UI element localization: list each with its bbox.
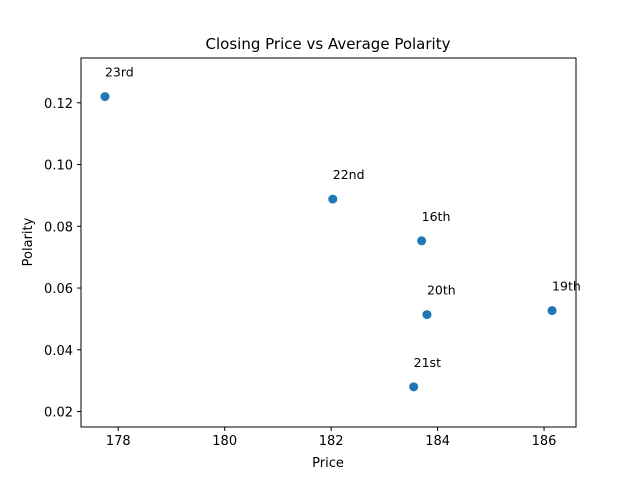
point-annotation: 21st xyxy=(414,355,441,370)
plot-area xyxy=(80,57,577,428)
data-point xyxy=(328,194,338,204)
y-tick-label: 0.04 xyxy=(44,344,73,359)
x-tick-label: 180 xyxy=(212,434,237,449)
data-point xyxy=(100,92,110,102)
y-tick-label: 0.08 xyxy=(44,220,73,235)
x-axis: 178 180 182 184 186 xyxy=(106,427,557,449)
x-axis-label: Price xyxy=(312,456,344,471)
x-tick-label: 178 xyxy=(106,434,131,449)
data-points: 23rd 22nd 16th 20th 21st 19th xyxy=(100,65,581,392)
x-tick-label: 184 xyxy=(425,434,450,449)
x-tick-label: 182 xyxy=(319,434,344,449)
point-annotation: 23rd xyxy=(105,65,134,80)
point-annotation: 19th xyxy=(552,279,581,294)
point-annotation: 16th xyxy=(422,209,451,224)
data-point xyxy=(409,382,419,392)
point-annotation: 22nd xyxy=(333,167,365,182)
x-tick-label: 186 xyxy=(532,434,557,449)
data-point xyxy=(417,236,427,246)
data-point xyxy=(547,306,557,316)
y-axis: 0.02 0.04 0.06 0.08 0.10 0.12 xyxy=(44,97,81,421)
y-tick-label: 0.12 xyxy=(44,97,73,112)
y-tick-label: 0.10 xyxy=(44,159,73,174)
y-axis-label: Polarity xyxy=(21,217,36,266)
data-point xyxy=(422,310,432,320)
chart-title: Closing Price vs Average Polarity xyxy=(206,35,451,53)
y-tick-label: 0.06 xyxy=(44,282,73,297)
y-tick-label: 0.02 xyxy=(44,406,73,421)
point-annotation: 20th xyxy=(427,283,456,298)
